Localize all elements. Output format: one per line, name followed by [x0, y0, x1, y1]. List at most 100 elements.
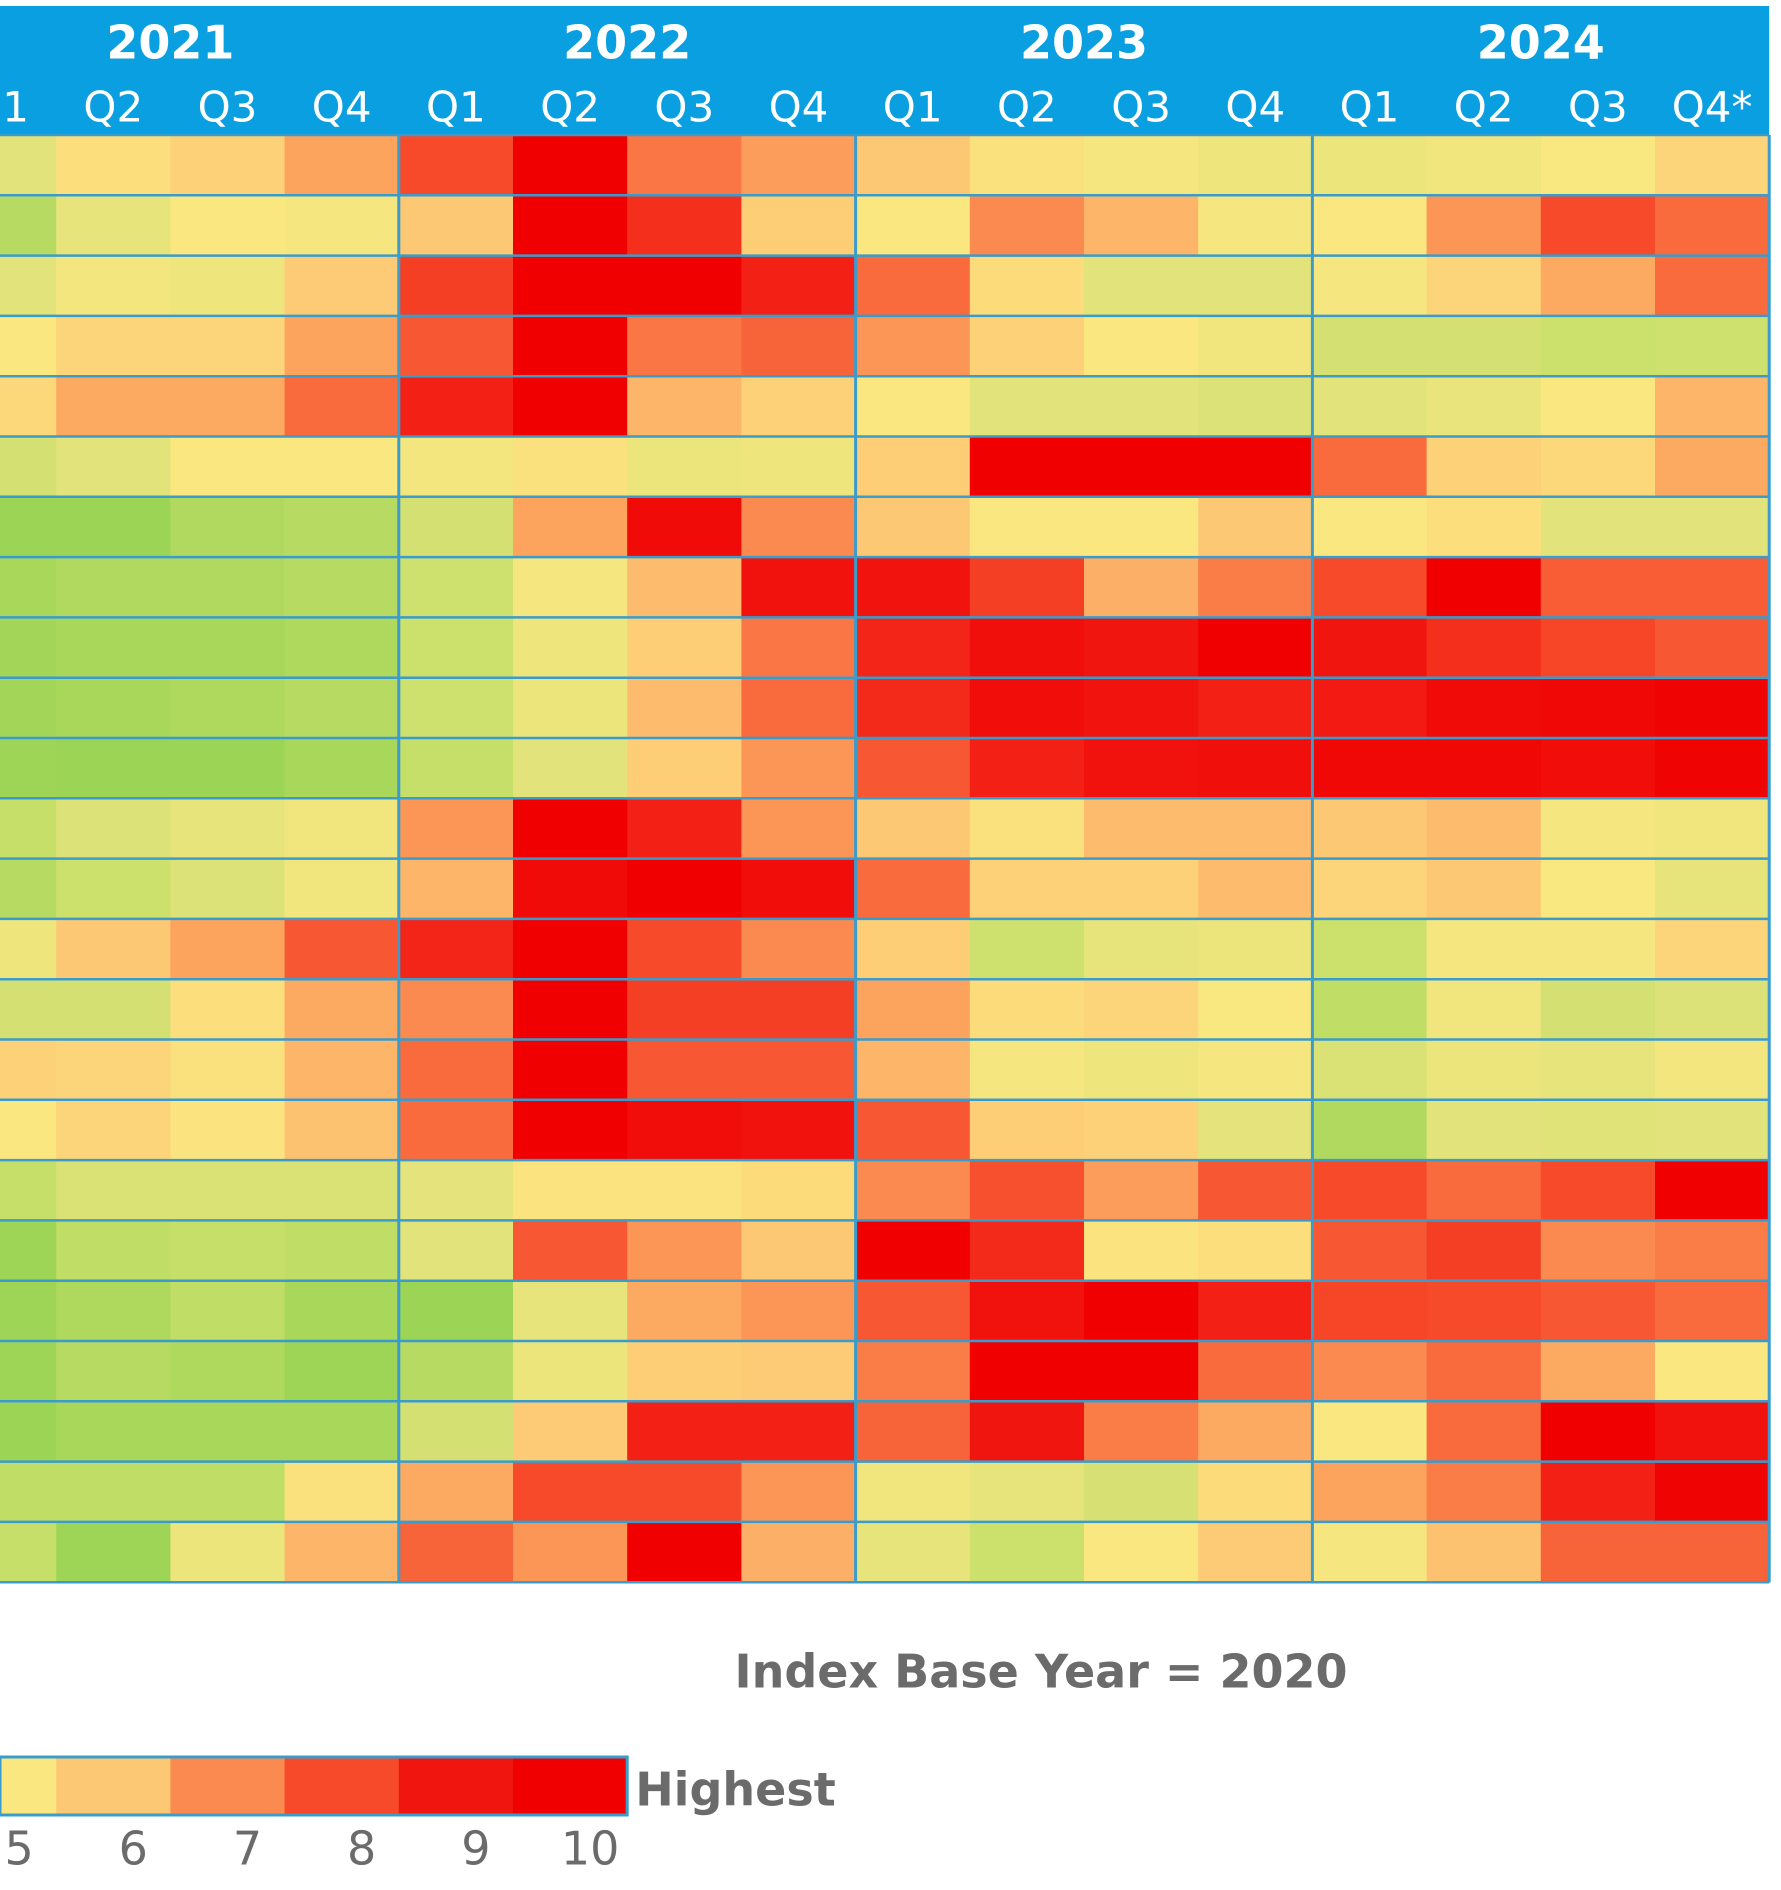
heat-cell — [1084, 1401, 1199, 1463]
heat-cell — [1198, 1521, 1313, 1583]
heat-cell — [855, 496, 971, 558]
heat-cell — [855, 1341, 971, 1402]
heat-cell — [170, 738, 286, 799]
quarter-label: Q1 — [426, 83, 486, 132]
heat-cell — [513, 1280, 628, 1342]
heat-cell — [284, 1160, 400, 1221]
heat-cell — [170, 677, 286, 739]
heat-cell — [741, 738, 857, 799]
heat-cell — [398, 677, 514, 739]
heat-cell — [1198, 918, 1313, 980]
heat-cell — [627, 738, 742, 799]
heat-cell — [1312, 979, 1428, 1040]
legend-swatch — [0, 1757, 57, 1815]
heat-cell — [855, 738, 971, 799]
heat-cell — [0, 436, 57, 498]
heat-cell — [627, 135, 742, 196]
heat-cell — [1540, 617, 1656, 679]
heat-cell — [1426, 436, 1542, 498]
heat-cell — [1312, 436, 1428, 498]
heat-cell — [1198, 315, 1313, 377]
heat-cell — [969, 376, 1085, 437]
heat-cell — [1312, 1280, 1428, 1342]
heat-cell — [1655, 315, 1770, 377]
heat-cell — [741, 1341, 857, 1402]
heat-cell — [1426, 1341, 1542, 1402]
heat-cell — [398, 135, 514, 196]
heat-cell — [969, 1099, 1085, 1161]
heat-cell — [1198, 496, 1313, 558]
heat-cell — [284, 255, 400, 317]
heat-cell — [1198, 135, 1313, 196]
heat-cell — [1312, 315, 1428, 377]
heat-cell — [0, 1341, 57, 1402]
legend-tick-label: 10 — [561, 1822, 620, 1876]
heat-cell — [1655, 1160, 1770, 1221]
heat-cell — [284, 858, 400, 920]
heat-cell — [398, 858, 514, 920]
heat-cell — [1655, 1341, 1770, 1402]
heat-cell — [56, 677, 171, 739]
heat-cell — [1540, 557, 1656, 618]
heat-cell — [969, 255, 1085, 317]
heat-cell — [56, 617, 171, 679]
heat-cell — [56, 1280, 171, 1342]
heat-cell — [1426, 918, 1542, 980]
heat-cell — [398, 255, 514, 317]
heat-cell — [741, 1160, 857, 1221]
heat-cell — [627, 1099, 742, 1161]
heat-cell — [513, 195, 628, 257]
heat-cell — [1426, 135, 1542, 196]
heat-cell — [1198, 738, 1313, 799]
heat-cell — [170, 255, 286, 317]
heat-cell — [855, 1280, 971, 1342]
heat-cell — [969, 1401, 1085, 1463]
heat-cell — [56, 1341, 171, 1402]
heat-cell — [627, 1341, 742, 1402]
heat-cell — [1540, 858, 1656, 920]
heat-cell — [1312, 135, 1428, 196]
heat-cell — [513, 979, 628, 1040]
heat-cell — [1084, 1220, 1199, 1282]
heat-cell — [627, 1280, 742, 1342]
heat-cell — [170, 436, 286, 498]
heat-cell — [1655, 677, 1770, 739]
heat-cell — [170, 918, 286, 980]
heat-cell — [170, 1521, 286, 1583]
heat-cell — [284, 798, 400, 860]
heat-cell — [741, 1401, 857, 1463]
heat-cell — [855, 1521, 971, 1583]
heat-cell — [513, 1099, 628, 1161]
heat-cell — [513, 1039, 628, 1101]
heat-cell — [969, 135, 1085, 196]
heat-cell — [1084, 1521, 1199, 1583]
heat-cell — [969, 798, 1085, 860]
heat-cell — [513, 1461, 628, 1523]
heat-cell — [855, 1039, 971, 1101]
heat-cell — [1426, 195, 1542, 257]
heat-cell — [1426, 677, 1542, 739]
heat-cell — [855, 858, 971, 920]
heat-cell — [1426, 1280, 1542, 1342]
heat-cell — [627, 617, 742, 679]
heat-cell — [0, 1461, 57, 1523]
heat-cell — [284, 1099, 400, 1161]
heat-cell — [513, 436, 628, 498]
heat-cell — [741, 858, 857, 920]
quarter-label: Q4* — [1672, 83, 1753, 132]
heat-cell — [398, 436, 514, 498]
heat-cell — [627, 677, 742, 739]
heat-cell — [741, 979, 857, 1040]
heat-cell — [1655, 255, 1770, 317]
heat-cell — [1540, 1341, 1656, 1402]
heat-cell — [1655, 496, 1770, 558]
heat-cell — [1540, 1401, 1656, 1463]
heat-cell — [170, 1160, 286, 1221]
heat-cell — [741, 1039, 857, 1101]
heat-cell — [398, 738, 514, 799]
heat-cell — [1312, 1220, 1428, 1282]
heat-cell — [627, 918, 742, 980]
heat-cell — [1084, 1039, 1199, 1101]
heat-cell — [0, 1039, 57, 1101]
